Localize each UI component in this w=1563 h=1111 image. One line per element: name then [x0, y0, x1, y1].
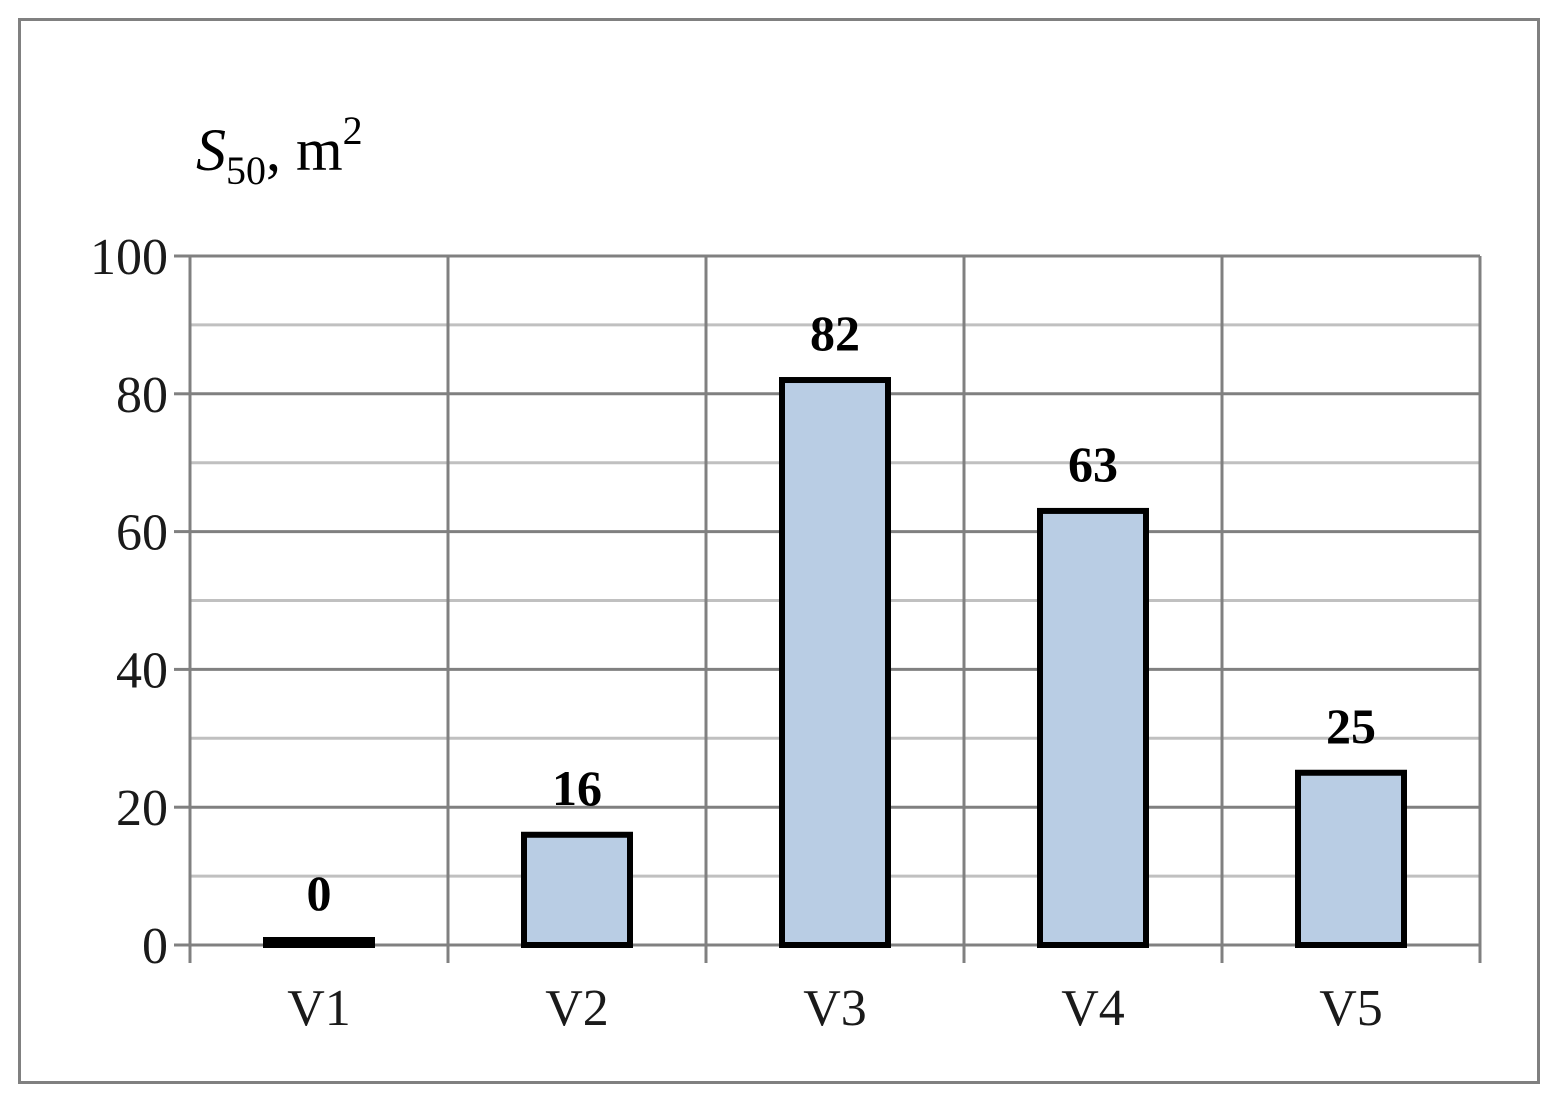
bars — [263, 377, 1407, 949]
bar-value-label: 0 — [307, 865, 332, 921]
x-tick-label: V5 — [1319, 980, 1383, 1037]
y-tick-label: 100 — [90, 229, 168, 286]
bar-v1 — [263, 937, 375, 948]
bar-value-label: 63 — [1068, 436, 1118, 492]
bar-value-labels: 0 16 82 63 25 — [307, 305, 1377, 921]
y-axis-label-unit-power: 2 — [343, 108, 363, 153]
y-axis-label-subscript: 50 — [226, 148, 266, 193]
y-axis-label: S50, m2 — [196, 108, 363, 193]
y-tick-label: 80 — [116, 367, 168, 424]
y-tick-label: 40 — [116, 642, 168, 699]
x-tick-labels: V1 V2 V3 V4 V5 — [287, 980, 1383, 1037]
bar-value-label: 16 — [552, 760, 602, 816]
y-tick-label: 20 — [116, 780, 168, 837]
bar-v2 — [521, 831, 633, 949]
bar-v3 — [779, 377, 891, 948]
vertical-gridlines — [446, 256, 1482, 945]
bar-value-label: 82 — [810, 305, 860, 361]
x-tick-label: V4 — [1061, 980, 1125, 1037]
y-tick-label: 0 — [142, 918, 168, 975]
y-axis-label-unit: m — [296, 117, 343, 183]
y-axis-label-symbol: S — [196, 117, 226, 183]
bar-v5 — [1295, 769, 1407, 948]
y-tick-label: 60 — [116, 505, 168, 562]
y-tick-labels: 0 20 40 60 80 100 — [90, 229, 168, 975]
bar-v4 — [1037, 507, 1149, 948]
bar-value-label: 25 — [1326, 698, 1376, 754]
x-tick-label: V3 — [803, 980, 867, 1037]
x-tick-label: V2 — [545, 980, 609, 1037]
x-tick-label: V1 — [287, 980, 351, 1037]
